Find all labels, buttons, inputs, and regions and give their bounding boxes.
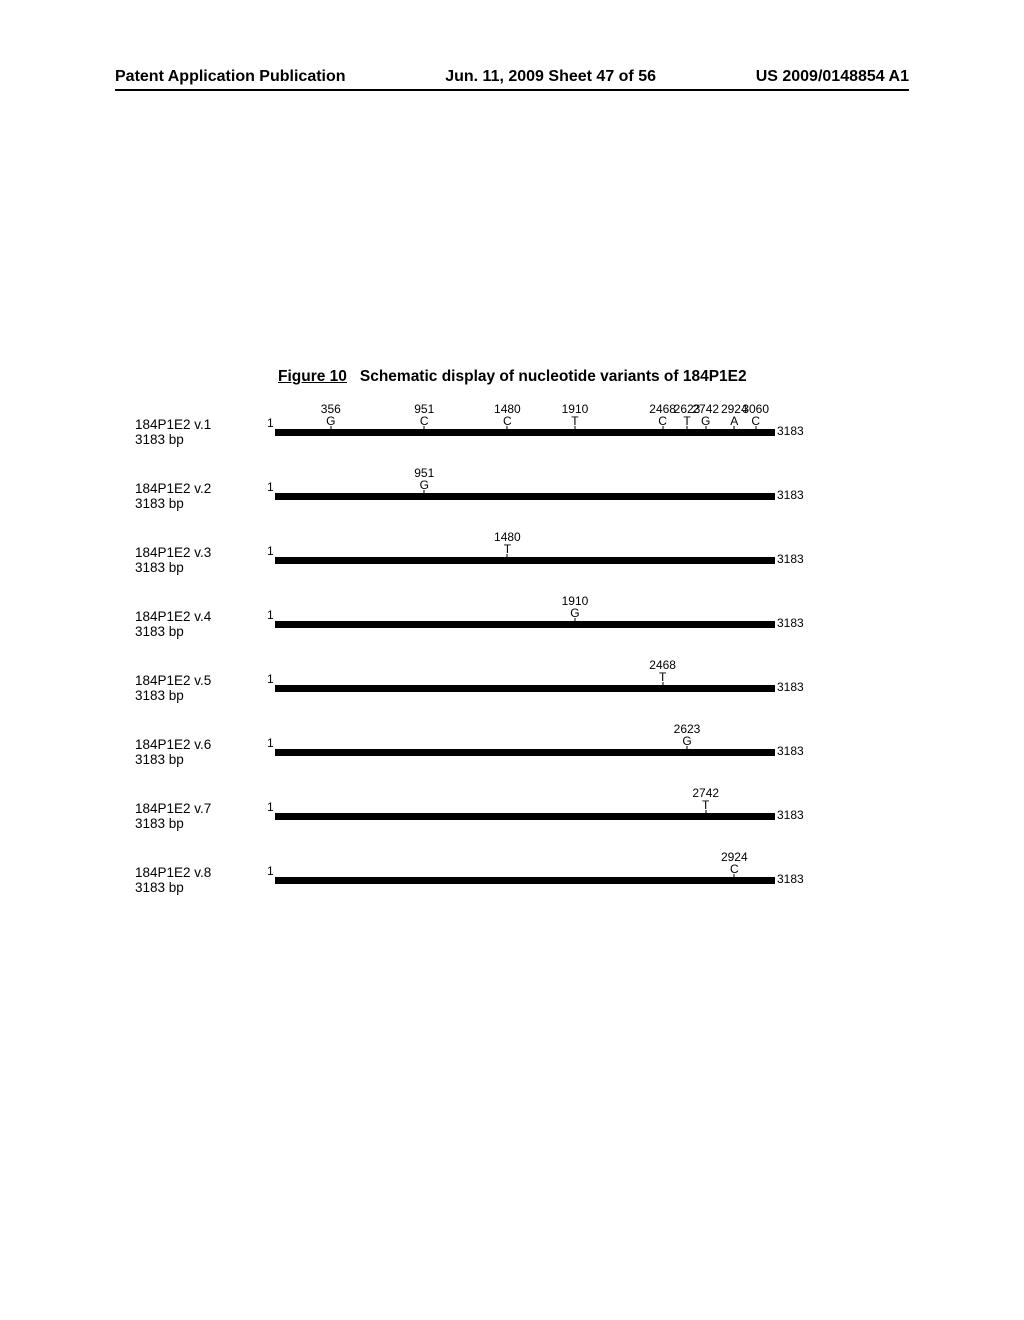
variant-bar xyxy=(275,877,775,884)
marker-tick xyxy=(734,874,735,878)
variant-name: 184P1E2 v.4 xyxy=(135,609,211,624)
variant-row: 184P1E2 v.53183 bp 1 3183 2468T xyxy=(135,651,875,715)
variant-bar xyxy=(275,429,775,436)
variant-name: 184P1E2 v.3 xyxy=(135,545,211,560)
variant-length: 3183 bp xyxy=(135,880,211,895)
bar-end-label: 3183 xyxy=(777,616,804,630)
bar-end-label: 3183 xyxy=(777,424,804,438)
marker-tick xyxy=(574,618,575,622)
marker-tick xyxy=(662,682,663,686)
variant-label: 184P1E2 v.73183 bp xyxy=(135,801,211,831)
variant-bar xyxy=(275,557,775,564)
variant-length: 3183 bp xyxy=(135,624,211,639)
marker-tick xyxy=(507,554,508,558)
bar-end-label: 3183 xyxy=(777,744,804,758)
bar-start-label: 1 xyxy=(267,480,274,494)
variant-marker: 1910G xyxy=(562,595,589,619)
variant-name: 184P1E2 v.7 xyxy=(135,801,211,816)
marker-tick xyxy=(662,426,663,430)
variant-length: 3183 bp xyxy=(135,496,211,511)
figure-caption: Schematic display of nucleotide variants… xyxy=(360,368,747,385)
variant-length: 3183 bp xyxy=(135,560,211,575)
marker-tick xyxy=(755,426,756,430)
variant-marker: 1910T xyxy=(562,403,589,427)
variant-row: 184P1E2 v.63183 bp 1 3183 2623G xyxy=(135,715,875,779)
figure-title: Figure 10 Schematic display of nucleotid… xyxy=(278,368,747,386)
variant-marker: 3060C xyxy=(742,403,769,427)
variant-marker: 951G xyxy=(414,467,434,491)
variant-row: 184P1E2 v.13183 bp 1 3183 356G 951C 1480C 1910… xyxy=(135,395,875,459)
marker-tick xyxy=(424,426,425,430)
variant-label: 184P1E2 v.43183 bp xyxy=(135,609,211,639)
variant-marker: 951C xyxy=(414,403,434,427)
variant-label: 184P1E2 v.83183 bp xyxy=(135,865,211,895)
bar-end-label: 3183 xyxy=(777,680,804,694)
variant-row: 184P1E2 v.33183 bp 1 3183 1480T xyxy=(135,523,875,587)
marker-tick xyxy=(507,426,508,430)
marker-tick xyxy=(574,426,575,430)
bar-end-label: 3183 xyxy=(777,808,804,822)
variant-label: 184P1E2 v.63183 bp xyxy=(135,737,211,767)
variant-marker: 2742T xyxy=(692,787,719,811)
marker-tick xyxy=(687,426,688,430)
bar-start-label: 1 xyxy=(267,800,274,814)
bar-start-label: 1 xyxy=(267,864,274,878)
variant-length: 3183 bp xyxy=(135,432,211,447)
variant-bar xyxy=(275,493,775,500)
variant-row: 184P1E2 v.83183 bp 1 3183 2924C xyxy=(135,843,875,907)
variant-length: 3183 bp xyxy=(135,816,211,831)
schematic-area: 184P1E2 v.13183 bp13183356G951C1480C1910… xyxy=(135,395,875,907)
variant-marker: 2468T xyxy=(649,659,676,683)
bar-end-label: 3183 xyxy=(777,488,804,502)
variant-bar xyxy=(275,813,775,820)
variant-label: 184P1E2 v.53183 bp xyxy=(135,673,211,703)
variant-row: 184P1E2 v.43183 bp 1 3183 1910G xyxy=(135,587,875,651)
marker-tick xyxy=(687,746,688,750)
variant-label: 184P1E2 v.13183 bp xyxy=(135,417,211,447)
bar-end-label: 3183 xyxy=(777,552,804,566)
variant-marker: 1480T xyxy=(494,531,521,555)
variant-marker: 1480C xyxy=(494,403,521,427)
variant-marker: 2924C xyxy=(721,851,748,875)
bar-start-label: 1 xyxy=(267,672,274,686)
variant-marker: 2623G xyxy=(674,723,701,747)
marker-tick xyxy=(705,426,706,430)
header-left: Patent Application Publication xyxy=(115,68,346,86)
marker-tick xyxy=(705,810,706,814)
page: Patent Application Publication Jun. 11, … xyxy=(0,0,1024,1320)
bar-start-label: 1 xyxy=(267,416,274,430)
variant-name: 184P1E2 v.2 xyxy=(135,481,211,496)
variant-row: 184P1E2 v.73183 bp 1 3183 2742T xyxy=(135,779,875,843)
variant-bar xyxy=(275,685,775,692)
figure-label: Figure 10 xyxy=(278,368,347,385)
variant-marker: 2742G xyxy=(692,403,719,427)
variant-name: 184P1E2 v.6 xyxy=(135,737,211,752)
page-header: Patent Application Publication Jun. 11, … xyxy=(115,68,909,91)
variant-marker: 356G xyxy=(321,403,341,427)
bar-start-label: 1 xyxy=(267,736,274,750)
variant-bar xyxy=(275,621,775,628)
variant-name: 184P1E2 v.8 xyxy=(135,865,211,880)
variant-length: 3183 bp xyxy=(135,688,211,703)
variant-length: 3183 bp xyxy=(135,752,211,767)
bar-start-label: 1 xyxy=(267,608,274,622)
marker-tick xyxy=(734,426,735,430)
bar-start-label: 1 xyxy=(267,544,274,558)
variant-name: 184P1E2 v.5 xyxy=(135,673,211,688)
variant-label: 184P1E2 v.33183 bp xyxy=(135,545,211,575)
header-center: Jun. 11, 2009 Sheet 47 of 56 xyxy=(445,68,656,86)
variant-marker: 2468C xyxy=(649,403,676,427)
variant-row: 184P1E2 v.23183 bp 1 3183 951G xyxy=(135,459,875,523)
marker-tick xyxy=(330,426,331,430)
marker-tick xyxy=(424,490,425,494)
variant-label: 184P1E2 v.23183 bp xyxy=(135,481,211,511)
variant-bar xyxy=(275,749,775,756)
bar-end-label: 3183 xyxy=(777,872,804,886)
variant-name: 184P1E2 v.1 xyxy=(135,417,211,432)
header-right: US 2009/0148854 A1 xyxy=(756,68,909,86)
